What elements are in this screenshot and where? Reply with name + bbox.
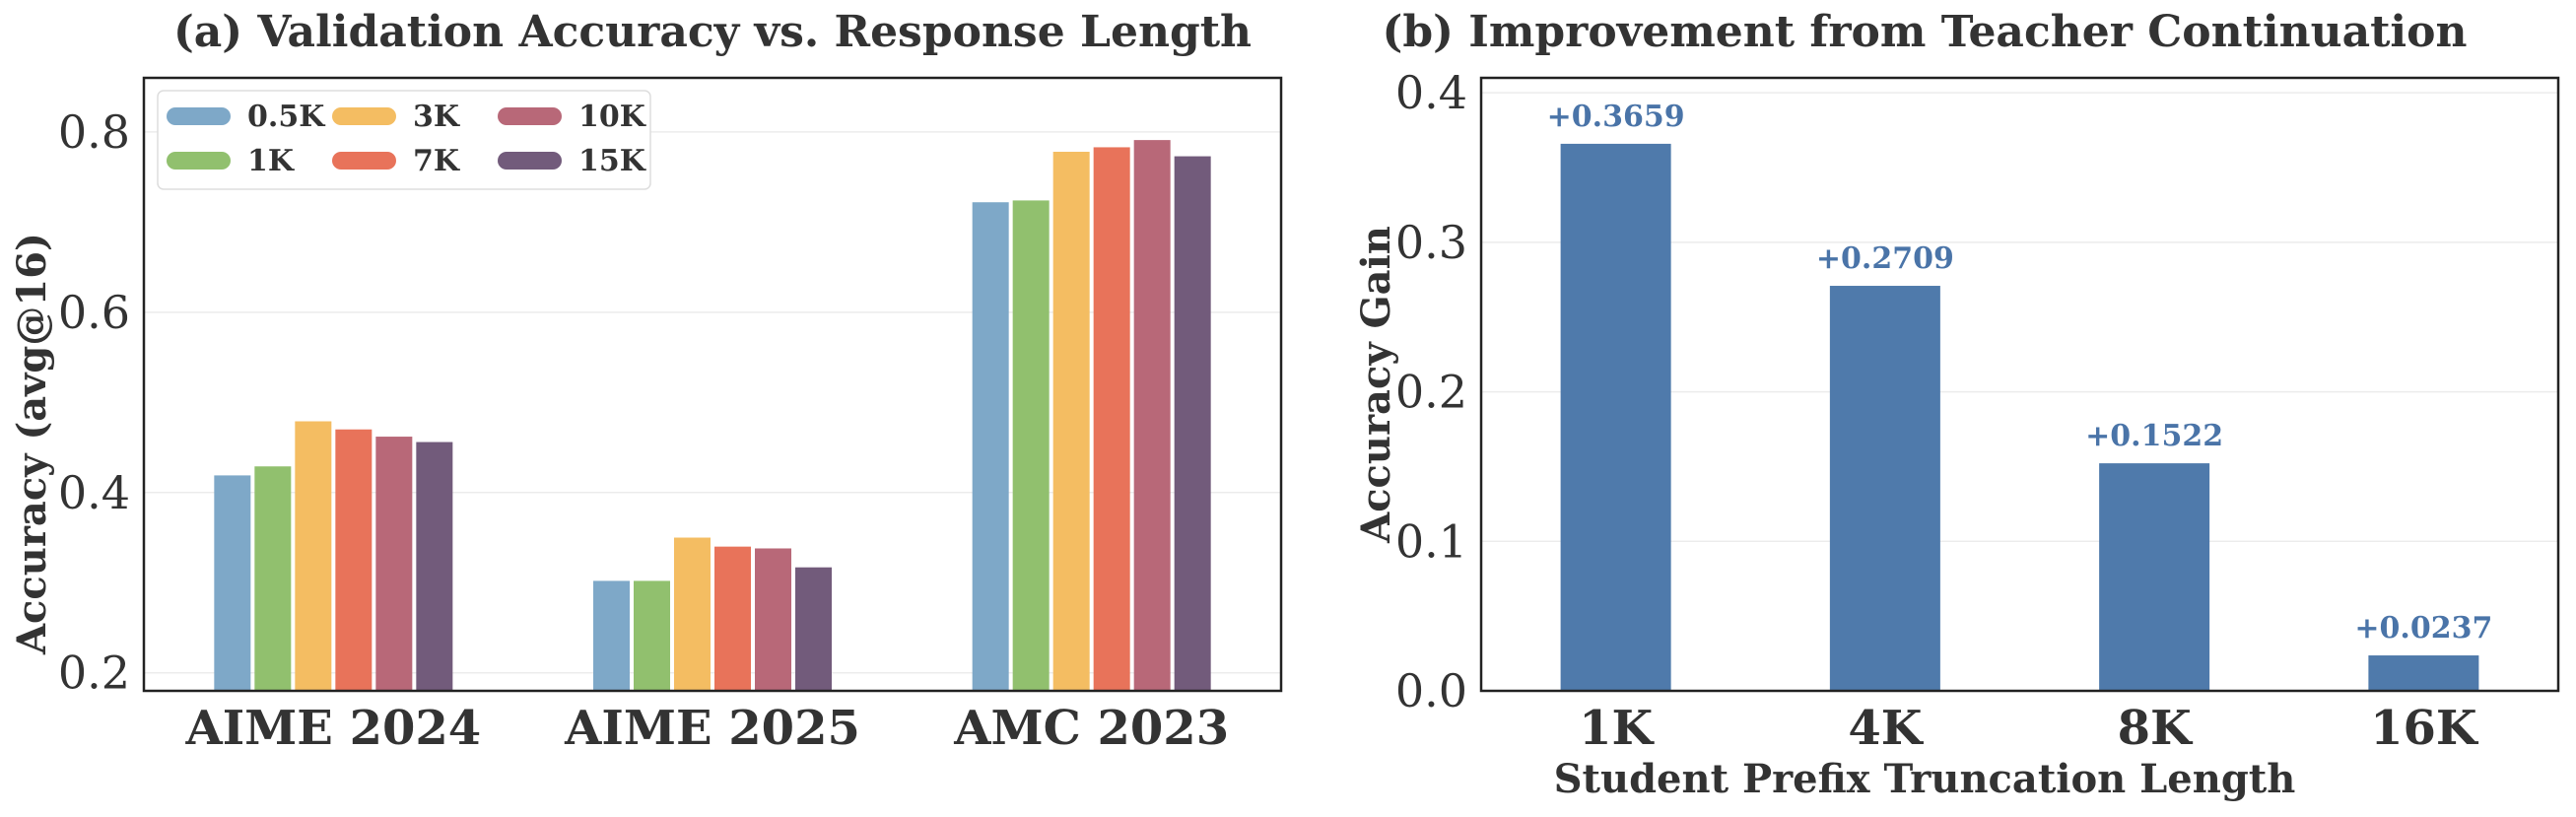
panel-a-bar-0.5k-2 — [593, 580, 630, 691]
panel-a-bar-7k-1 — [335, 429, 373, 691]
panel-a-category-label: AIME 2025 — [564, 701, 860, 756]
panel-b-category-label: 1K — [1579, 701, 1655, 756]
panel-b-data-label: +0.0237 — [2354, 611, 2492, 646]
panel-a-legend-label: 3K — [413, 100, 460, 134]
panel-a-bar-1k-3 — [1012, 200, 1050, 691]
panel-a-legend-swatch — [498, 152, 562, 170]
panel-a-legend: 0.5K 1K 3K 7K 10K 15K — [157, 90, 651, 190]
panel-b-bars — [1560, 143, 2479, 691]
panel-b-y-tick-label: 0.3 — [1395, 216, 1467, 269]
panel-a-bar-1k-1 — [254, 466, 292, 691]
panel-b-data-label: +0.1522 — [2085, 419, 2223, 453]
panel-a-frame — [142, 76, 1283, 693]
panel-b-data-label: +0.2709 — [1816, 241, 1954, 276]
panel-a-category-label: AIME 2024 — [184, 701, 481, 756]
panel-a-category-label: AMC 2023 — [953, 701, 1229, 756]
panel-a-bar-15k-1 — [416, 442, 453, 691]
panel-b-bar-16k — [2368, 655, 2479, 691]
panel-a-y-ticks: 0.2 0.4 0.6 0.8 — [58, 105, 130, 700]
panel-b-title: (b) Improvement from Teacher Continuatio… — [1383, 7, 2468, 57]
panel-a-bar-15k-2 — [795, 567, 832, 691]
panel-a-y-tick-label: 0.8 — [58, 105, 130, 159]
panel-b-data-label: +0.3659 — [1547, 100, 1685, 134]
panel-a-legend-label: 10K — [578, 100, 646, 134]
panel-b-y-ticks: 0.0 0.1 0.2 0.3 0.4 — [1395, 66, 1467, 717]
panel-a-bar-7k-3 — [1093, 147, 1130, 691]
panel-b-data-labels: +0.3659 +0.2709 +0.1522 +0.0237 — [1547, 100, 2493, 646]
panel-a-legend-swatch — [167, 152, 231, 170]
panel-a-legend-swatch — [498, 107, 562, 125]
panel-b-y-tick-label: 0.4 — [1395, 66, 1467, 119]
panel-a-legend-label: 0.5K — [247, 100, 325, 134]
panel-a-legend-label: 1K — [247, 144, 295, 178]
panel-b-bar-4k — [1829, 286, 1940, 691]
panel-b-y-tick-label: 0.2 — [1395, 366, 1467, 419]
panel-b-category-label: 4K — [1848, 701, 1924, 756]
panel-b-x-ticks: 1K 4K 8K 16K — [1579, 701, 2479, 756]
panel-b-y-tick-label: 0.1 — [1395, 514, 1467, 568]
panel-b-category-label: 8K — [2118, 701, 2194, 756]
panel-a-bar-15k-3 — [1174, 156, 1211, 691]
panel-a-y-axis-label: Accuracy (avg@16) — [9, 233, 55, 655]
panel-a-bar-7k-2 — [714, 546, 751, 691]
panel-a-bar-1k-2 — [634, 580, 670, 691]
panel-a-bar-0.5k-3 — [972, 202, 1009, 691]
panel-a-bars — [214, 140, 1211, 692]
panel-b-x-axis-label: Student Prefix Truncation Length — [1554, 756, 2296, 802]
panel-a-legend-swatch — [332, 152, 396, 170]
panel-a-bar-0.5k-1 — [214, 475, 251, 691]
panel-a-bar-10k-2 — [755, 548, 791, 691]
panel-a-bar-10k-1 — [375, 437, 413, 691]
panel-b-bar-1k — [1560, 143, 1671, 691]
panel-a-bar-3k-3 — [1052, 152, 1090, 692]
panel-a-bar-10k-3 — [1133, 140, 1171, 692]
panel-a-y-tick-label: 0.4 — [58, 466, 130, 519]
panel-a-y-tick-label: 0.6 — [58, 286, 130, 339]
panel-a-legend-box — [157, 90, 651, 190]
panel-a-chart: (a) Validation Accuracy vs. Response Len… — [9, 7, 1283, 756]
panel-a-legend-swatch — [332, 107, 396, 125]
panel-b-y-axis-label: Accuracy Gain — [1353, 226, 1399, 544]
panel-a-x-ticks: AIME 2024 AIME 2025 AMC 2023 — [184, 701, 1229, 756]
panel-b-category-label: 16K — [2370, 701, 2479, 756]
panel-a-legend-label: 15K — [578, 144, 646, 178]
panel-a-bar-3k-2 — [674, 537, 711, 691]
panel-b-y-tick-label: 0.0 — [1395, 664, 1467, 717]
panel-a-bar-3k-1 — [295, 421, 332, 691]
panel-a-title: (a) Validation Accuracy vs. Response Len… — [173, 7, 1252, 57]
panel-b-chart: (b) Improvement from Teacher Continuatio… — [1353, 7, 2560, 802]
panel-b-frame — [1479, 76, 2560, 693]
panel-b-bar-8k — [2099, 463, 2210, 691]
panel-a-y-tick-label: 0.2 — [58, 647, 130, 700]
panel-a-legend-label: 7K — [413, 144, 460, 178]
panel-a-legend-swatch — [167, 107, 231, 125]
